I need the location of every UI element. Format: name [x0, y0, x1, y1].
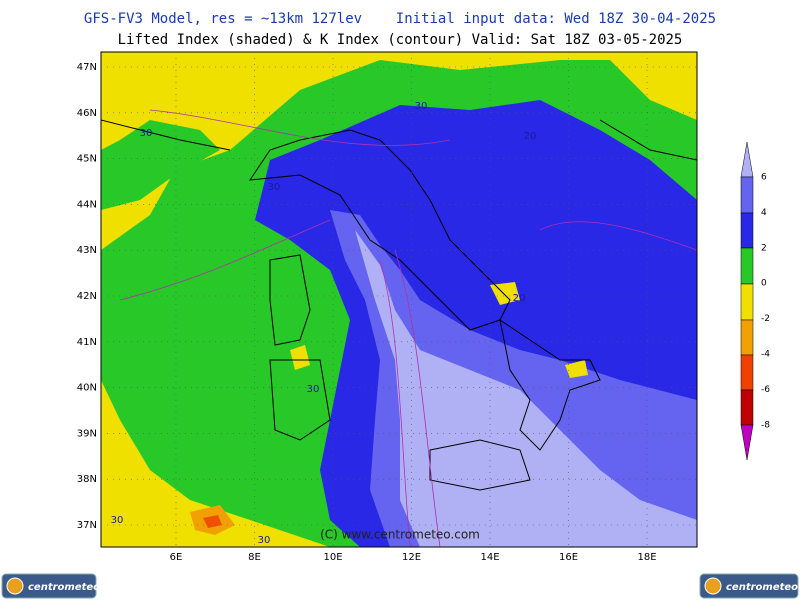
- field-red: [203, 515, 222, 528]
- map-frame: [100, 51, 698, 548]
- colorbar-segment: [740, 354, 754, 391]
- contour-label: 30: [140, 128, 153, 139]
- colorbar-segment: [740, 283, 754, 321]
- contour-label: 20: [513, 293, 526, 304]
- contour-label: 30: [258, 535, 271, 546]
- colorbar-segment: [740, 247, 754, 285]
- colorbar-segment: [740, 141, 754, 178]
- lat-label: 47N: [77, 62, 97, 73]
- colorbar-segment: [740, 319, 754, 356]
- lon-label: 18E: [637, 552, 656, 563]
- logo-icon: [704, 577, 722, 595]
- lat-label: 42N: [77, 291, 97, 302]
- colorbar-label: -6: [761, 385, 770, 395]
- colorbar-segment: [740, 424, 754, 461]
- contour-label: 30: [268, 182, 281, 193]
- lat-label: 39N: [77, 428, 97, 439]
- lat-label: 46N: [77, 108, 97, 119]
- logo-left: centrometeo: [1, 573, 100, 599]
- colorbar-label: -2: [761, 314, 770, 324]
- colorbar-segment: [740, 212, 754, 249]
- lon-label: 10E: [323, 552, 342, 563]
- logo-text: centrometeo: [28, 582, 100, 593]
- logo-right: centrometeo: [699, 573, 799, 599]
- lon-label: 6E: [170, 552, 183, 563]
- colorbar-segment: [740, 176, 754, 214]
- colorbar-segment: [740, 389, 754, 426]
- logo-box: [1, 573, 97, 599]
- colorbar-label: -8: [761, 420, 770, 430]
- watermark: (C) www.centrometeo.com: [320, 528, 480, 542]
- lat-label: 41N: [77, 337, 97, 348]
- colorbar-label: 4: [761, 208, 767, 218]
- colorbar: [740, 141, 754, 461]
- contour-label: 30: [307, 384, 320, 395]
- lat-label: 37N: [77, 520, 97, 531]
- field-pale-blue: [355, 230, 697, 547]
- lat-label: 44N: [77, 199, 97, 210]
- header-line1: GFS-FV3 Model, res = ~13km 127lev Initia…: [84, 11, 716, 27]
- lon-label: 14E: [480, 552, 499, 563]
- contour-label: 20: [524, 131, 537, 142]
- lon-label: 12E: [402, 552, 421, 563]
- contour: [119, 109, 697, 547]
- coastline: [101, 119, 697, 491]
- logo-text: centrometeo: [726, 582, 798, 593]
- logo-box: [699, 573, 799, 599]
- lat-label: 38N: [77, 474, 97, 485]
- lat-label: 45N: [77, 154, 97, 165]
- colorbar-label: -4: [761, 350, 770, 360]
- map: 30 30 30 20 20 30 30 30 (C) www.centrome…: [100, 51, 698, 548]
- lat-label: 43N: [77, 245, 97, 256]
- colorbar-label: 2: [761, 243, 767, 253]
- contour-label: 30: [415, 101, 428, 112]
- logo-icon: [6, 577, 24, 595]
- header-line2: Lifted Index (shaded) & K Index (contour…: [118, 32, 683, 48]
- lat-label: 40N: [77, 383, 97, 394]
- lon-label: 8E: [248, 552, 261, 563]
- contour-label: 30: [111, 515, 124, 526]
- colorbar-label: 0: [761, 279, 767, 289]
- colorbar-label: 6: [761, 173, 767, 183]
- lon-label: 16E: [559, 552, 578, 563]
